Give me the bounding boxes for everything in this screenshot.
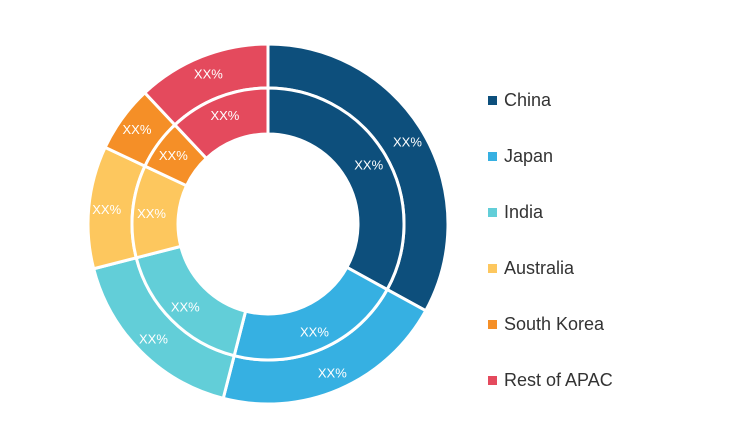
inner-slice-label: XX%	[159, 148, 188, 163]
inner-slice-label: XX%	[137, 206, 166, 221]
inner-slice-label: XX%	[210, 108, 239, 123]
outer-slice-label: XX%	[122, 122, 151, 137]
legend-label: Rest of APAC	[504, 369, 613, 390]
legend-label: China	[504, 89, 552, 110]
inner-slice-label: XX%	[300, 324, 329, 339]
legend: China Japan India Australia South Korea …	[488, 72, 613, 408]
legend-item-south-korea: South Korea	[488, 296, 613, 352]
outer-slice-label: XX%	[393, 135, 422, 150]
legend-label: South Korea	[504, 313, 605, 334]
legend-item-india: India	[488, 184, 613, 240]
legend-swatch	[488, 319, 497, 329]
outer-slice-label: XX%	[139, 332, 168, 347]
legend-label: Australia	[504, 257, 575, 278]
outer-slice-label: XX%	[318, 366, 347, 381]
legend-swatch	[488, 375, 497, 385]
inner-slice-label: XX%	[171, 300, 200, 315]
legend-label: Japan	[504, 145, 554, 166]
legend-item-rest-of-apac: Rest of APAC	[488, 352, 613, 408]
legend-item-australia: Australia	[488, 240, 613, 296]
inner-slice-china	[266, 86, 406, 292]
outer-slice-label: XX%	[194, 66, 223, 81]
inner-slice-label: XX%	[354, 157, 383, 172]
legend-item-china: China	[488, 72, 613, 128]
legend-swatch	[488, 95, 497, 105]
outer-slice-label: XX%	[92, 202, 121, 217]
inner-slice-rest-of-apac	[172, 86, 270, 161]
legend-swatch	[488, 263, 497, 273]
legend-swatch	[488, 207, 497, 217]
legend-label: India	[504, 201, 544, 222]
legend-swatch	[488, 151, 497, 161]
legend-item-japan: Japan	[488, 128, 613, 184]
